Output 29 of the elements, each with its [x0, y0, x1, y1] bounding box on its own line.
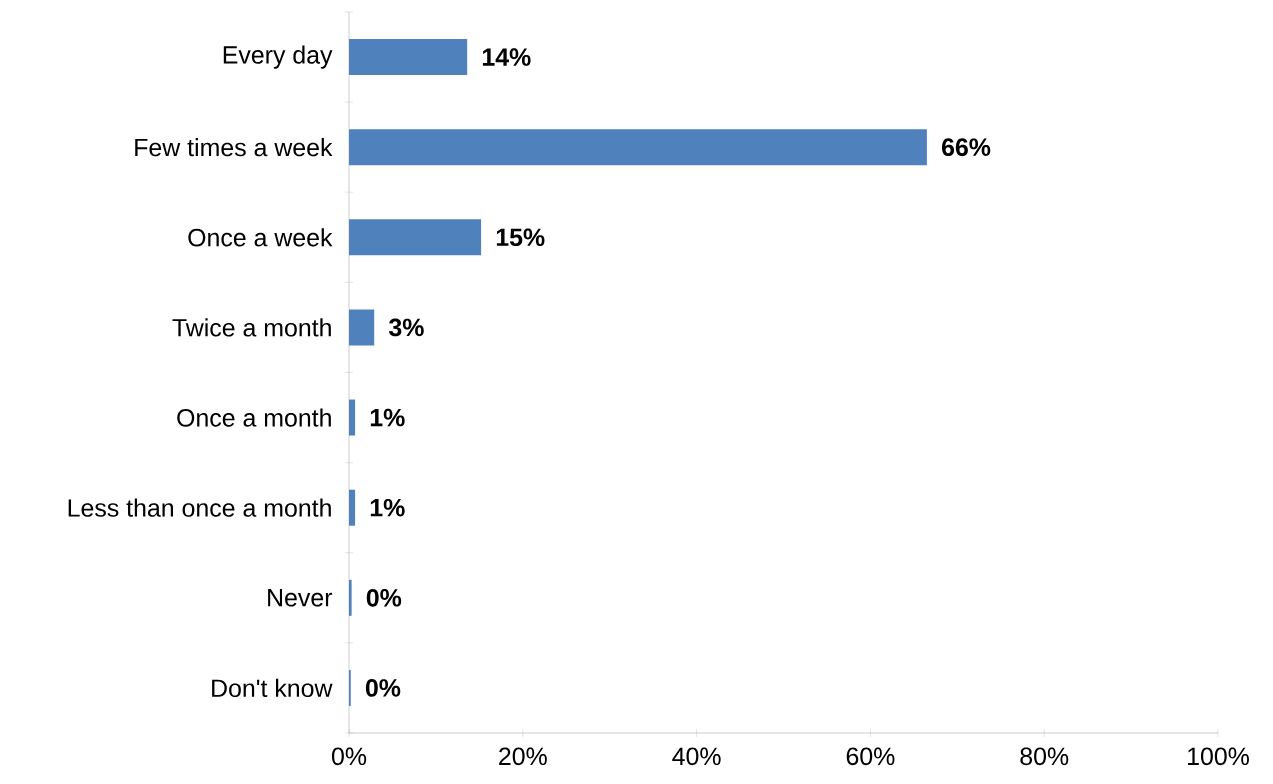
bar: [349, 579, 352, 616]
y-tick-label: Twice a month: [172, 318, 331, 337]
data-label: 15%: [496, 228, 545, 247]
x-tick-label: 40%: [672, 747, 721, 766]
bar: [349, 399, 356, 436]
x-tick-label: 20%: [499, 747, 547, 766]
y-tick-label: Never: [268, 589, 333, 607]
y-tick-label: Don't know: [212, 678, 333, 698]
data-label: 1%: [370, 498, 405, 517]
data-label: 0%: [366, 588, 402, 607]
bar: [349, 309, 375, 346]
bar: [349, 129, 927, 166]
data-label: 14%: [482, 48, 531, 66]
y-tick-label: Once a month: [177, 408, 331, 427]
data-label: 0%: [365, 679, 401, 697]
x-tick-label: 0%: [331, 747, 367, 766]
bar: [349, 219, 482, 256]
data-label: 3%: [388, 318, 424, 337]
x-tick-label: 60%: [846, 747, 895, 766]
data-label: 66%: [942, 138, 991, 157]
bar: [349, 489, 356, 526]
y-tick-label: Once a week: [188, 228, 333, 247]
bar: [349, 39, 468, 76]
data-label: 1%: [370, 408, 405, 427]
y-tick-label: Less than once a month: [68, 498, 331, 517]
x-tick-label: 80%: [1020, 747, 1069, 766]
y-tick-label: Every day: [223, 45, 333, 69]
y-tick-label: Few times a week: [135, 138, 333, 157]
x-tick-label: 100%: [1188, 747, 1249, 766]
